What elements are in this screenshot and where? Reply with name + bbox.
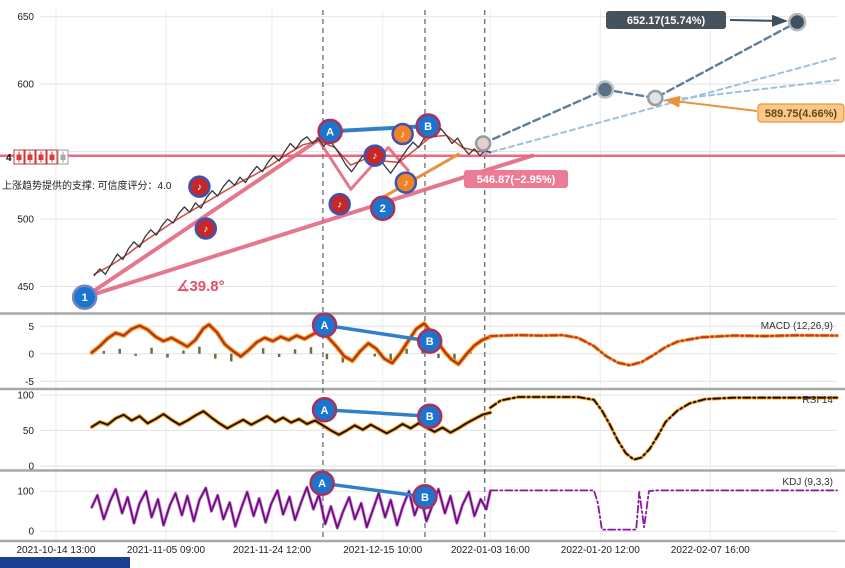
marker-b-kdj-glyph: B [421,492,429,504]
y-tick-label: 450 [17,282,34,293]
target-label-low[interactable]: 546.87(−2.95%) [464,170,568,188]
marker-b-price[interactable]: B [415,113,441,139]
annotation-arrow [664,95,758,112]
marker-b-price-glyph: B [424,121,432,133]
forecast-point [787,12,807,32]
marker-point-2[interactable]: 2 [369,195,396,221]
annotation-arrow [729,14,788,27]
trend-orange [381,152,460,199]
marker-b-kdj[interactable]: B [412,484,438,510]
marker-a-price-glyph: A [326,126,334,138]
marker-a-rsi[interactable]: A [311,397,338,423]
ma-line [93,134,492,276]
y-tick-label: 600 [17,80,34,91]
marker-b-rsi[interactable]: B [416,403,443,429]
pattern-note-marker[interactable]: ♪ [391,122,414,146]
pattern-note-marker-glyph: ♪ [403,178,408,189]
kdj-line [91,486,492,529]
y-tick-label: 100 [17,390,34,401]
trend-line-support [82,153,535,300]
pattern-note-marker[interactable]: ♪ [194,217,218,240]
trend-line-steep [82,132,329,300]
forecast-point [595,80,615,99]
pattern-count-badge: 4 [6,153,12,164]
y-tick-label: 100 [17,487,34,498]
marker-a-kdj-glyph: A [318,478,326,490]
target-label-high-text: 652.17(15.74%) [627,15,706,27]
y-tick-label: 0 [28,527,34,538]
pattern-note-marker[interactable]: ♪ [328,192,351,216]
candle-pattern-icon[interactable] [13,149,25,165]
forecast-channel-lower [654,79,840,103]
rsi-forecast [489,396,838,461]
target-label-low-text: 546.87(−2.95%) [477,174,556,186]
marker-point-1-glyph: 1 [82,292,88,304]
macd-line [90,322,492,366]
ab-connector [328,124,431,134]
pattern-note-marker[interactable]: ♪ [363,144,386,167]
ab-connector [320,481,427,499]
panel-title-rsi: RSI 14 [802,395,833,406]
candle-pattern-icon[interactable] [24,149,36,165]
x-tick-label: 2022-01-20 12:00 [561,545,640,556]
y-tick-label: 5 [28,322,34,333]
candle-pattern-icon[interactable] [46,149,58,165]
pattern-note-marker[interactable]: ♪ [394,171,418,194]
macd-forecast [489,334,838,367]
kdj-forecast [489,489,838,531]
support-note: 上涨趋势提供的支撑: 可信度评分：4.0 [2,179,172,192]
candle-pattern-icon[interactable] [35,149,47,165]
y-tick-label: 0 [28,462,34,473]
y-tick-label: 650 [17,12,34,23]
x-tick-label: 2021-11-05 09:00 [127,545,206,556]
pattern-note-marker[interactable]: ♪ [188,175,211,198]
x-tick-label: 2022-02-07 16:00 [671,545,750,556]
pattern-note-marker-glyph: ♪ [337,200,342,211]
macd-forecast-glow [488,333,839,368]
target-label-high[interactable]: 652.17(15.74%) [606,11,726,29]
target-label-mid-text: 589.75(4.66%) [765,108,837,120]
marker-a-macd-glyph: A [321,320,329,332]
target-label-mid[interactable]: 589.75(4.66%) [757,103,845,123]
candle-pattern-icon[interactable] [57,149,69,165]
trend-zigzag [315,136,410,191]
panel-title-macd: MACD (12,26,9) [761,321,833,332]
marker-b-macd[interactable]: B [416,328,443,354]
forecast-channel-upper [482,56,840,156]
forecast-point [474,135,492,152]
marker-point-2-glyph: 2 [380,203,386,215]
forecast-point [647,89,664,107]
marker-point-1[interactable]: 1 [71,284,98,310]
taskbar-fragment[interactable] [0,557,130,568]
x-tick-label: 2021-11-24 12:00 [233,545,312,556]
x-tick-label: 2021-10-14 13:00 [16,545,95,556]
marker-b-rsi-glyph: B [426,411,434,423]
rsi-forecast-glow [488,395,839,462]
marker-b-macd-glyph: B [426,336,434,348]
marker-a-rsi-glyph: A [321,405,329,417]
pattern-note-marker-glyph: ♪ [203,224,208,235]
marker-a-kdj[interactable]: A [309,470,335,496]
panel-title-kdj: KDJ (9,3,3) [782,477,833,488]
marker-a-macd[interactable]: A [311,312,338,338]
forecast-main [481,20,799,145]
ab-connector [322,323,432,343]
y-tick-label: 500 [17,215,34,226]
y-tick-label: 50 [23,426,35,437]
ab-connector [322,408,432,418]
x-tick-label: 2022-01-03 16:00 [451,545,530,556]
marker-a-price[interactable]: A [317,118,343,145]
pattern-note-marker-glyph: ♪ [197,182,202,193]
y-tick-label: 0 [28,349,34,360]
angle-label: ∡39.8° [176,278,225,295]
pattern-note-marker-glyph: ♪ [400,130,405,141]
x-tick-label: 2021-12-15 10:00 [343,545,422,556]
pattern-note-marker-glyph: ♪ [372,151,377,162]
y-tick-label: -5 [25,377,34,388]
